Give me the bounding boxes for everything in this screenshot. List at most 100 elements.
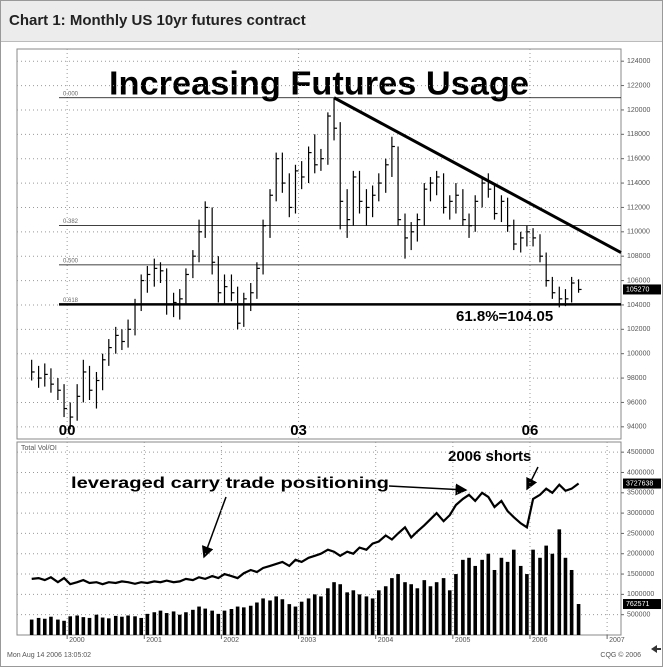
volume-bar bbox=[461, 559, 465, 635]
arrow bbox=[526, 466, 539, 491]
volume-bar bbox=[49, 616, 53, 635]
volume-bar bbox=[126, 615, 130, 635]
y-tick-label: 96000 bbox=[627, 399, 647, 406]
volume-bar bbox=[158, 610, 163, 635]
volume-bar bbox=[511, 549, 516, 635]
volume-bar bbox=[357, 594, 362, 635]
volume-bar bbox=[113, 615, 118, 635]
volume-bar bbox=[376, 590, 381, 635]
volume-bar bbox=[505, 561, 510, 635]
volume-bar bbox=[364, 596, 369, 635]
volume-bar bbox=[75, 615, 79, 635]
volume-bar bbox=[396, 574, 400, 635]
y-tick-label: 100000 bbox=[627, 351, 650, 358]
header-title: Chart 1: Monthly US 10yr futures contrac… bbox=[9, 12, 306, 29]
y-tick-label: 116000 bbox=[627, 156, 650, 163]
y-tick-label: 118000 bbox=[627, 131, 650, 138]
annotation: 61.8%=104.05 bbox=[456, 308, 553, 325]
volume-bar bbox=[203, 608, 208, 635]
volume-bar bbox=[100, 617, 105, 635]
volume-bar bbox=[229, 608, 234, 635]
volume-bar bbox=[492, 569, 497, 635]
volume-bar bbox=[383, 586, 388, 635]
volume-bar bbox=[403, 582, 407, 635]
volume-bar bbox=[36, 617, 41, 635]
volume-bar bbox=[68, 616, 73, 635]
volume-bar bbox=[177, 614, 182, 635]
last-value-box bbox=[623, 599, 661, 610]
y-tick-label: 106000 bbox=[627, 277, 650, 284]
x-tick-label: 2002 bbox=[223, 637, 239, 644]
volume-bar bbox=[332, 582, 336, 635]
fib-label: 0.500 bbox=[63, 258, 79, 264]
volume-bar bbox=[557, 529, 562, 635]
last-value-label: 762571 bbox=[626, 601, 649, 608]
volume-bar bbox=[390, 578, 394, 635]
last-value-label: 105270 bbox=[626, 286, 649, 293]
volume-bar bbox=[191, 609, 195, 635]
volume-bar bbox=[467, 557, 471, 635]
volume-bar bbox=[248, 605, 253, 635]
y-tick-label: 98000 bbox=[627, 375, 647, 382]
last-value-box bbox=[623, 478, 661, 489]
x-tick-label: 2000 bbox=[69, 637, 85, 644]
volume-bar bbox=[319, 596, 323, 635]
volume-bar bbox=[287, 604, 292, 635]
y-tick-label: 1500000 bbox=[627, 571, 654, 578]
volume-bar bbox=[550, 553, 555, 635]
volume-bar bbox=[133, 616, 137, 635]
x-tick-label: 2004 bbox=[378, 637, 394, 644]
volume-bar bbox=[241, 607, 246, 635]
volume-bar bbox=[106, 618, 111, 635]
x-tick-label: 2006 bbox=[532, 637, 548, 644]
annotation: leveraged carry trade positioning bbox=[71, 475, 389, 492]
volume-bar bbox=[274, 596, 278, 635]
volume-bar bbox=[499, 557, 504, 635]
volume-bar bbox=[434, 582, 439, 635]
y-tick-label: 4000000 bbox=[627, 469, 654, 476]
volume-bar bbox=[87, 617, 92, 635]
volume-bar bbox=[268, 600, 272, 635]
volume-bar bbox=[293, 606, 298, 635]
y-tick-label: 104000 bbox=[627, 302, 650, 309]
y-tick-label: 500000 bbox=[627, 612, 650, 619]
annotation: 2006 shorts bbox=[448, 448, 531, 465]
volume-bar bbox=[518, 565, 523, 635]
x-tick-label: 03 bbox=[290, 422, 307, 439]
volume-bar bbox=[171, 611, 176, 635]
volume-bar bbox=[525, 574, 529, 635]
chart-title: Increasing Futures Usage bbox=[109, 65, 529, 102]
volume-bar bbox=[345, 592, 349, 635]
arrow bbox=[201, 496, 227, 559]
volume-bar bbox=[94, 614, 99, 635]
volume-bar bbox=[538, 557, 542, 635]
volume-bar bbox=[164, 613, 169, 635]
y-tick-label: 108000 bbox=[627, 253, 650, 260]
x-tick-label: 2007 bbox=[609, 637, 625, 644]
arrow bbox=[388, 483, 468, 496]
footer-date: Mon Aug 14 2006 13:05:02 bbox=[7, 652, 91, 659]
volume-bar bbox=[81, 617, 86, 635]
volume-bar bbox=[409, 584, 413, 635]
x-tick-label: 2001 bbox=[146, 637, 162, 644]
y-tick-label: 120000 bbox=[627, 107, 650, 114]
y-tick-label: 114000 bbox=[627, 180, 650, 187]
volume-bar bbox=[544, 545, 548, 635]
volume-bar bbox=[62, 620, 66, 635]
volume-bar bbox=[255, 602, 259, 635]
volume-bar bbox=[152, 612, 157, 635]
y-tick-label: 124000 bbox=[627, 58, 650, 65]
y-tick-label: 2500000 bbox=[627, 530, 654, 537]
x-tick-label: 2003 bbox=[301, 637, 317, 644]
volume-bar bbox=[338, 584, 343, 635]
volume-bar bbox=[210, 610, 214, 635]
volume-bar bbox=[222, 610, 227, 635]
x-tick-label: 00 bbox=[59, 422, 76, 439]
volume-bar bbox=[184, 612, 188, 635]
volume-bar bbox=[415, 588, 420, 635]
y-tick-label: 94000 bbox=[627, 424, 647, 431]
volume-bar bbox=[480, 559, 484, 635]
volume-bar bbox=[576, 604, 581, 635]
trendline bbox=[333, 96, 622, 254]
